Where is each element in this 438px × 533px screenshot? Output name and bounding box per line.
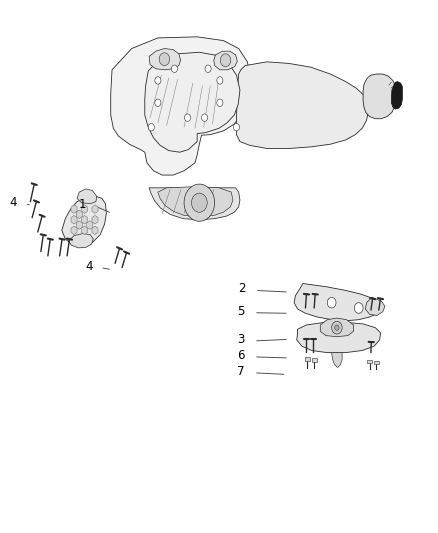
Circle shape [148, 124, 154, 131]
Circle shape [354, 303, 363, 313]
Circle shape [155, 77, 161, 84]
Polygon shape [76, 221, 82, 229]
Circle shape [327, 297, 336, 308]
Polygon shape [332, 353, 342, 368]
Polygon shape [214, 51, 237, 70]
Text: 5: 5 [237, 305, 244, 318]
Polygon shape [71, 215, 77, 224]
Circle shape [335, 325, 339, 330]
Polygon shape [92, 205, 98, 213]
Polygon shape [158, 187, 233, 216]
Text: 4: 4 [85, 260, 92, 273]
Polygon shape [76, 210, 82, 219]
Polygon shape [367, 360, 372, 363]
Circle shape [184, 184, 215, 221]
Circle shape [332, 321, 342, 334]
Polygon shape [320, 318, 353, 337]
Text: 3: 3 [237, 333, 244, 346]
Polygon shape [92, 215, 98, 224]
Text: 4: 4 [10, 196, 17, 209]
Polygon shape [111, 37, 251, 175]
Polygon shape [149, 49, 180, 70]
Polygon shape [145, 52, 240, 152]
Polygon shape [92, 226, 98, 235]
Polygon shape [62, 196, 106, 246]
Circle shape [171, 65, 177, 72]
Circle shape [217, 99, 223, 107]
Circle shape [159, 53, 170, 66]
Polygon shape [374, 361, 379, 364]
Polygon shape [77, 189, 97, 204]
Circle shape [205, 65, 211, 72]
Circle shape [233, 124, 240, 131]
Polygon shape [311, 359, 317, 362]
Circle shape [201, 114, 208, 122]
Polygon shape [71, 226, 77, 235]
Polygon shape [68, 233, 93, 248]
Circle shape [155, 99, 161, 107]
Circle shape [191, 193, 207, 212]
Polygon shape [87, 221, 93, 229]
Polygon shape [365, 297, 385, 316]
Polygon shape [297, 322, 381, 353]
Polygon shape [294, 284, 383, 321]
Polygon shape [363, 74, 396, 119]
Polygon shape [392, 82, 403, 109]
Circle shape [184, 114, 191, 122]
Polygon shape [237, 62, 368, 149]
Text: 2: 2 [238, 282, 245, 295]
Polygon shape [149, 188, 240, 220]
Circle shape [217, 77, 223, 84]
Polygon shape [71, 205, 77, 213]
Text: 7: 7 [237, 365, 244, 378]
Polygon shape [81, 226, 88, 235]
Text: 6: 6 [237, 349, 244, 362]
Polygon shape [81, 215, 88, 224]
Circle shape [220, 54, 231, 67]
Text: 1: 1 [78, 198, 86, 211]
Polygon shape [81, 205, 88, 213]
Polygon shape [304, 358, 310, 361]
